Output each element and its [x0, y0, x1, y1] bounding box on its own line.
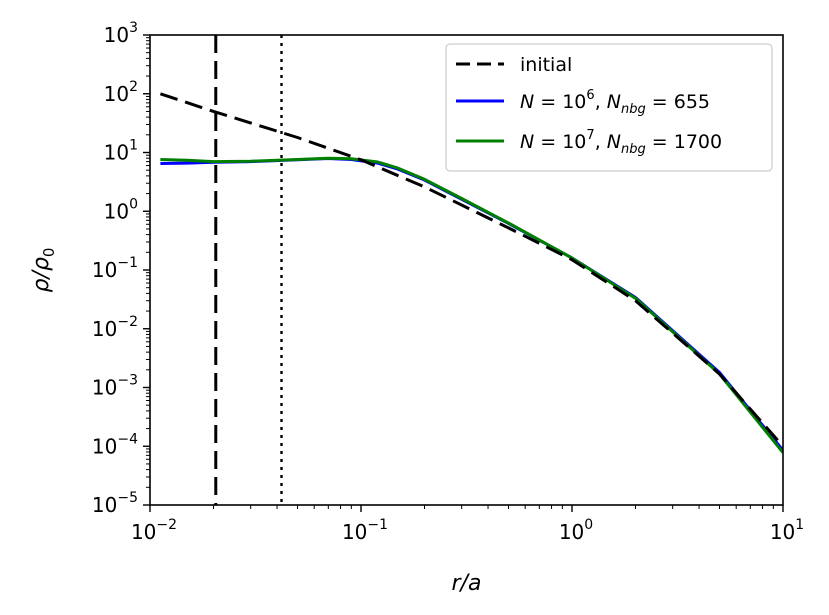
legend-entry-label: N = 106, Nnbg = 655 [520, 88, 710, 117]
y-tick-label: 10−2 [92, 314, 138, 341]
axis-ticks: 10−2 10−1 100 101 10−5 10−4 10−3 10−2 10−1 100 101… [92, 20, 804, 544]
y-axis-label: ρ/ρ0 [29, 248, 58, 293]
y-tick-label: 10−1 [92, 255, 138, 282]
y-tick-label: 101 [104, 138, 138, 165]
y-tick-label: 10−4 [92, 431, 138, 458]
y-tick-label: 100 [104, 196, 138, 223]
y-tick-label: 10−5 [92, 490, 138, 517]
y-tick-label: 103 [104, 20, 138, 47]
legend-entry-label: N = 107, Nnbg = 1700 [520, 128, 722, 157]
series-line-0 [159, 92, 783, 448]
series-line-2 [160, 156, 783, 454]
legend-box [445, 43, 773, 172]
legend-entry-label: initial [520, 54, 572, 76]
x-tick-label: 10−1 [342, 517, 388, 544]
plot-area [159, 35, 783, 505]
x-tick-label: 100 [559, 517, 593, 544]
y-tick-label: 10−3 [92, 373, 138, 400]
axes-frame [149, 34, 784, 506]
x-axis-label: r/a [452, 571, 482, 596]
y-tick-label: 102 [104, 79, 138, 106]
legend: initial N = 106, Nnbg = 655 N = 107, Nnbg … [445, 43, 773, 172]
x-tick-label: 101 [770, 517, 804, 544]
x-tick-label: 10−2 [131, 517, 177, 544]
